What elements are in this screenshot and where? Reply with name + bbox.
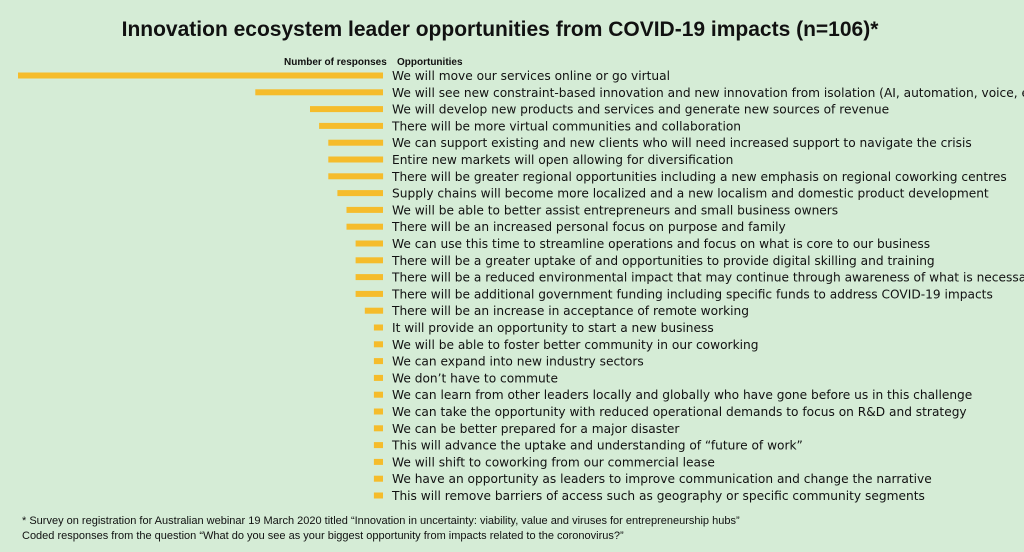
category-label: We will move our services online or go v… <box>392 69 670 83</box>
category-label: We will be able to foster better communi… <box>392 338 758 352</box>
category-label: There will be a reduced environmental im… <box>391 271 1024 285</box>
bar <box>373 341 383 348</box>
category-label: It will provide an opportunity to start … <box>392 321 714 335</box>
bar <box>355 257 383 264</box>
category-label: There will be an increased personal focu… <box>391 220 786 234</box>
category-label: We will see new constraint-based innovat… <box>392 86 1024 100</box>
bar <box>373 425 383 432</box>
category-label: This will remove barriers of access such… <box>391 489 925 503</box>
bar <box>346 206 383 213</box>
footnote-question: Coded responses from the question “What … <box>22 530 624 542</box>
category-label: We can expand into new industry sectors <box>392 355 644 369</box>
category-label: We don’t have to commute <box>392 371 558 385</box>
bar <box>373 408 383 415</box>
category-label: There will be greater regional opportuni… <box>391 170 1007 184</box>
bar <box>373 324 383 331</box>
category-label: We can be better prepared for a major di… <box>392 422 680 436</box>
category-label: We will be able to better assist entrepr… <box>392 203 838 217</box>
category-label: There will be an increase in acceptance … <box>391 304 749 318</box>
bar <box>328 156 384 163</box>
bar <box>355 274 383 281</box>
bar <box>373 458 383 465</box>
bar <box>364 307 384 314</box>
bar <box>18 72 383 79</box>
category-label: We can support existing and new clients … <box>392 136 972 150</box>
category-label: There will be additional government fund… <box>391 287 993 301</box>
category-header: Opportunities <box>397 57 463 68</box>
bar <box>310 106 383 113</box>
category-label: Entire new markets will open allowing fo… <box>392 153 733 167</box>
footnote-survey: * Survey on registration for Australian … <box>22 515 740 527</box>
bar <box>337 190 383 197</box>
bar <box>355 240 383 247</box>
bar <box>355 290 383 297</box>
value-axis-header: Number of responses <box>284 57 387 68</box>
bar <box>373 442 383 449</box>
category-label: There will be a greater uptake of and op… <box>391 254 935 268</box>
bar <box>328 173 384 180</box>
category-label: We have an opportunity as leaders to imp… <box>392 472 932 486</box>
category-label: We can use this time to streamline opera… <box>392 237 930 251</box>
bar <box>328 139 384 146</box>
chart-title: Innovation ecosystem leader opportunitie… <box>121 18 879 41</box>
category-label: There will be more virtual communities a… <box>391 119 741 133</box>
bar <box>373 475 383 482</box>
bar <box>346 223 383 230</box>
category-label: We will develop new products and service… <box>392 103 889 117</box>
bar <box>373 374 383 381</box>
category-label: We can learn from other leaders locally … <box>392 388 972 402</box>
category-label: We can take the opportunity with reduced… <box>392 405 967 419</box>
category-label: Supply chains will become more localized… <box>392 187 989 201</box>
category-label: We will shift to coworking from our comm… <box>392 455 715 469</box>
bar <box>319 122 383 129</box>
bar <box>373 492 383 499</box>
bar <box>373 391 383 398</box>
bar <box>373 358 383 365</box>
bar <box>255 89 383 96</box>
category-label: This will advance the uptake and underst… <box>391 439 803 453</box>
